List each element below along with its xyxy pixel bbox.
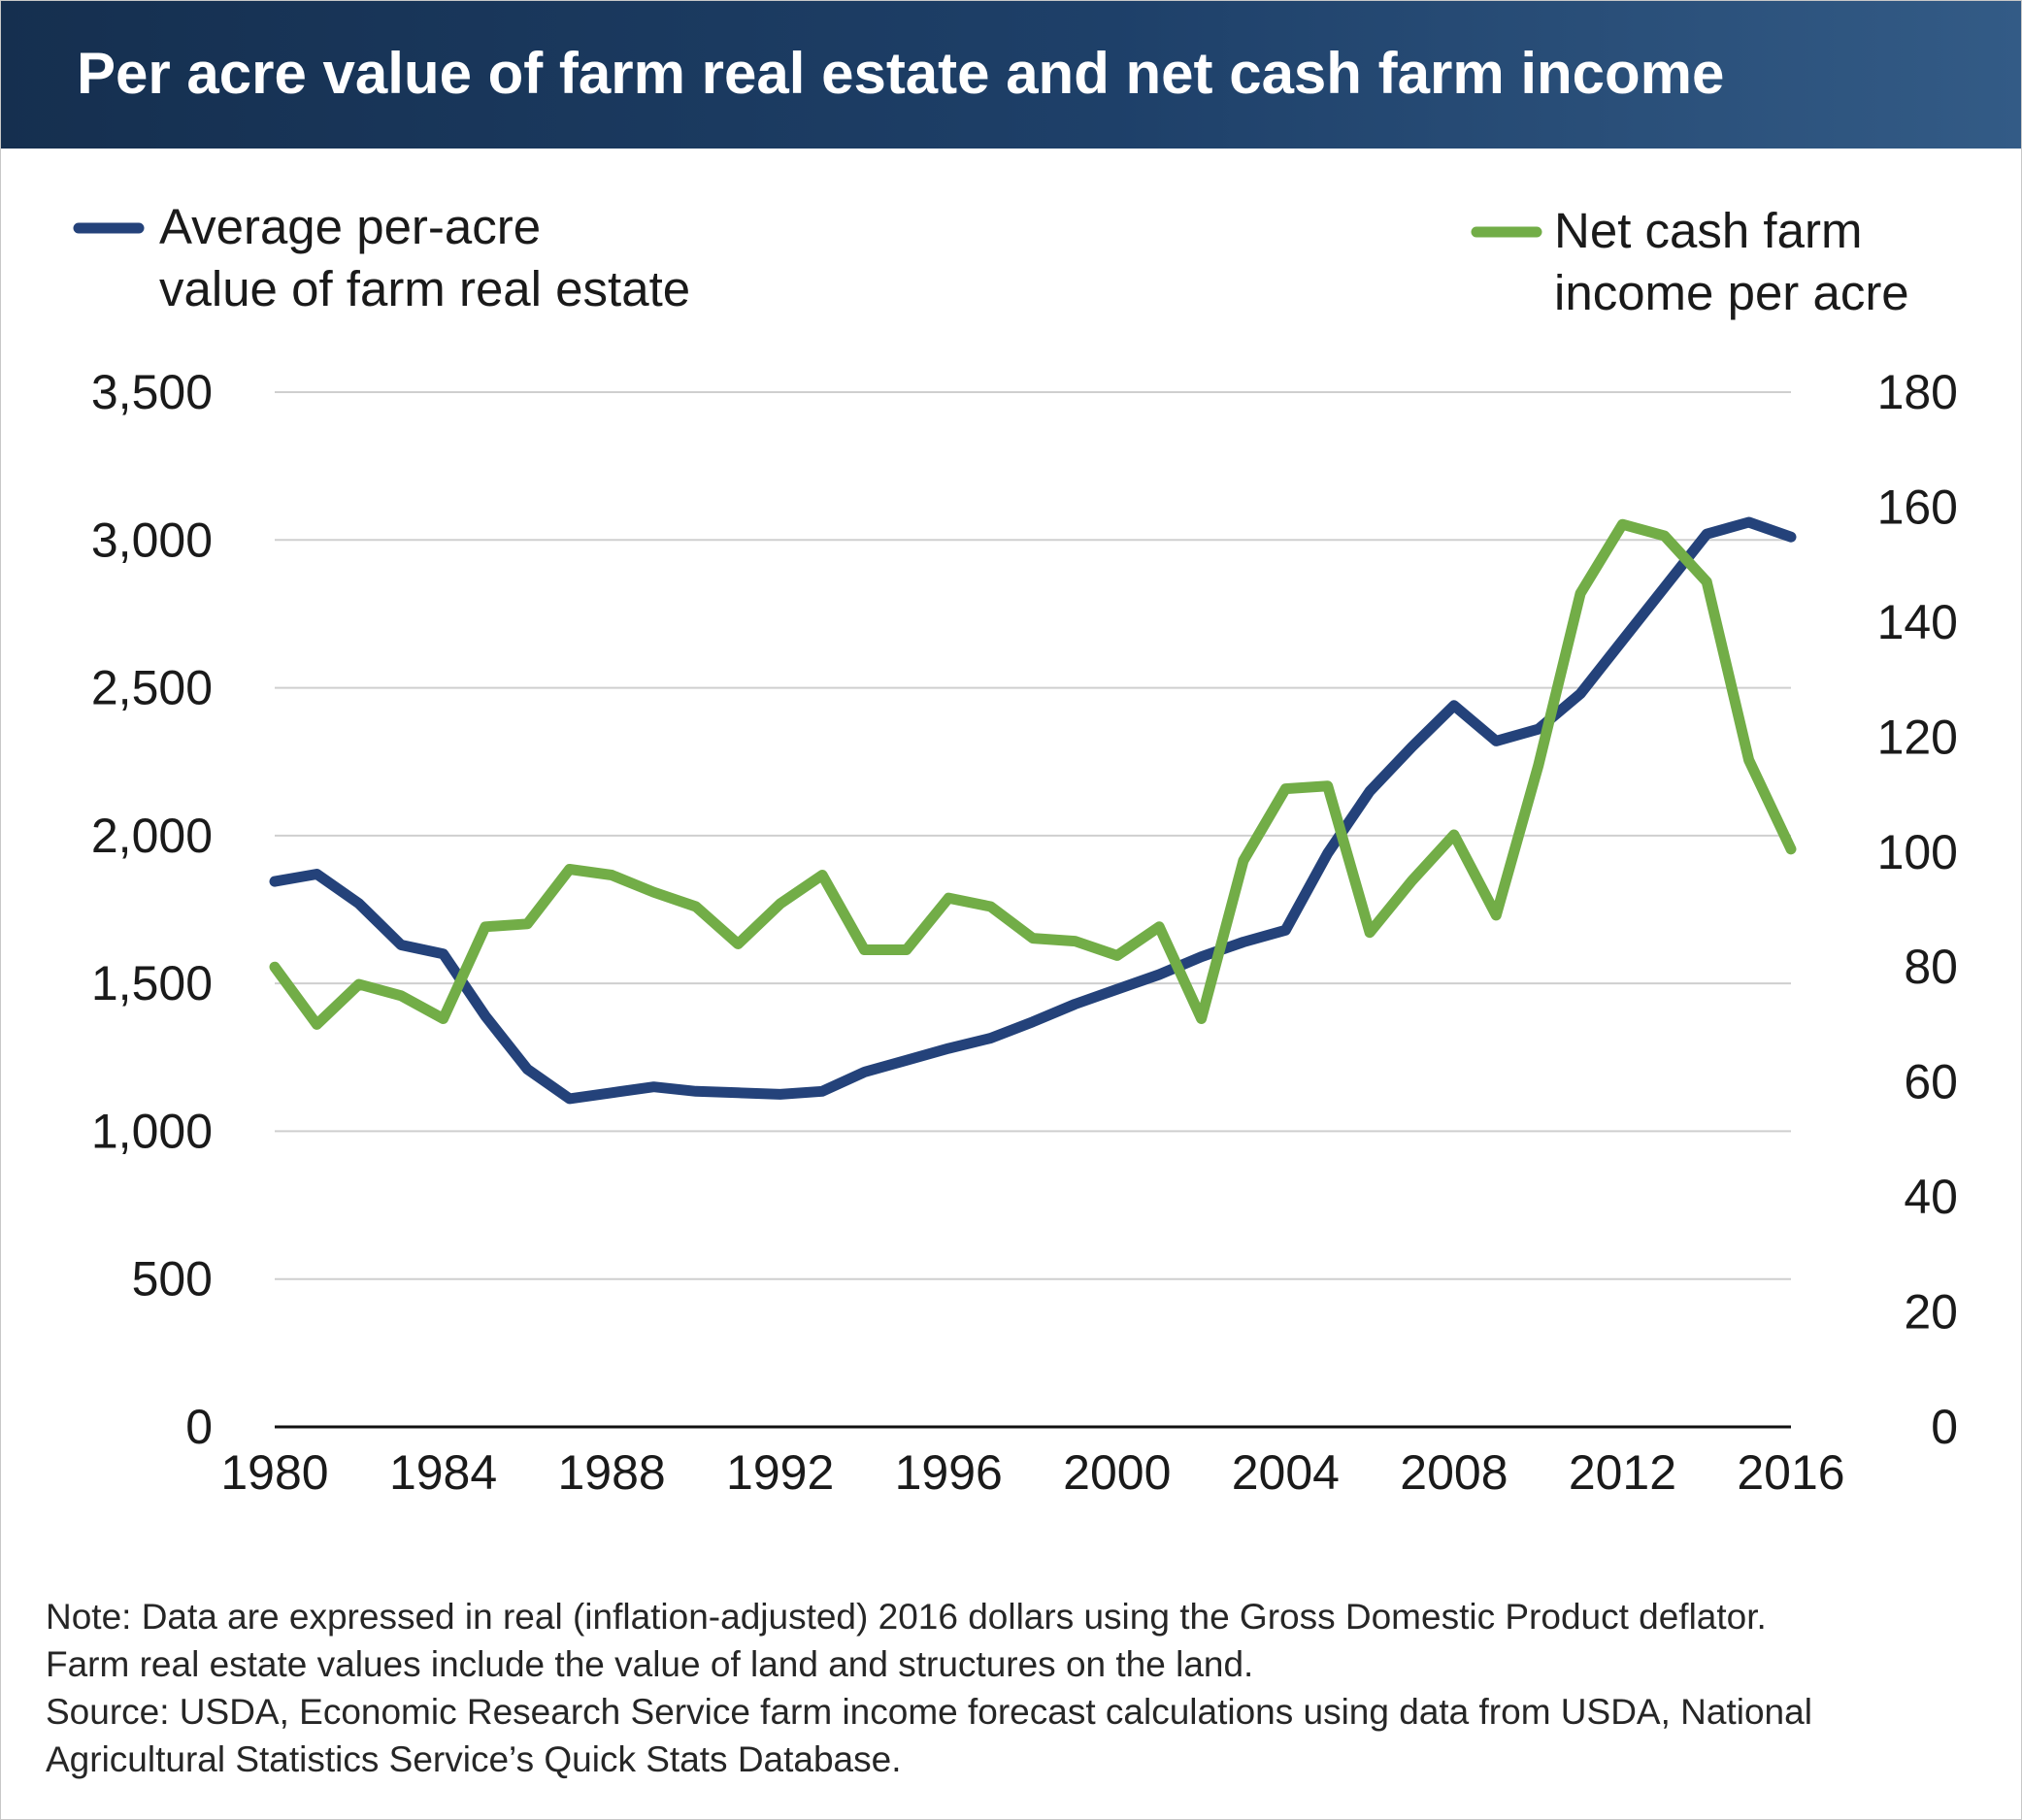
gridlines	[275, 391, 1791, 1429]
y-left-tick-label: 500	[132, 1252, 213, 1307]
y-left-tick-label: 1,000	[91, 1104, 213, 1158]
series-line-net-cash-income	[269, 518, 1797, 1030]
y-right-tick-label: 60	[1904, 1055, 1958, 1109]
x-tick-label: 1980	[220, 1445, 328, 1500]
source-line-1: Source: USDA, Economic Research Service …	[46, 1692, 1812, 1732]
y-right-tick-label: 20	[1904, 1285, 1958, 1340]
x-tick-label: 2008	[1400, 1445, 1508, 1500]
y-left-tick-label: 3,000	[91, 513, 213, 567]
x-tick-label: 2000	[1063, 1445, 1171, 1500]
y-right-tick-label: 80	[1904, 940, 1958, 994]
series-line-real-estate-value	[269, 516, 1797, 1105]
x-tick-label: 2004	[1232, 1445, 1340, 1500]
x-tick-label: 1988	[557, 1445, 665, 1500]
chart-title: Per acre value of farm real estate and n…	[77, 41, 1725, 106]
x-tick-label: 1984	[389, 1445, 497, 1500]
y-right-tick-label: 160	[1877, 480, 1958, 534]
y-right-tick-label: 120	[1877, 710, 1958, 764]
chart-area: Average per-acre value of farm real esta…	[73, 199, 1958, 1500]
legend-label-real-estate-line2: value of farm real estate	[159, 261, 690, 316]
y-right-tick-label: 180	[1877, 365, 1958, 419]
y-right-tick-label: 100	[1877, 825, 1958, 879]
x-tick-label: 1996	[895, 1445, 1003, 1500]
axis-labels: 0 500 1,000 1,500 2,000 2,500 3,000 3,500 0 20 40 6…	[91, 365, 1958, 1500]
x-tick-label: 2012	[1569, 1445, 1676, 1500]
y-left-tick-label: 0	[185, 1400, 213, 1454]
y-left-tick-label: 2,500	[91, 661, 213, 715]
y-right-tick-label: 140	[1877, 595, 1958, 649]
footnotes: Note: Data are expressed in real (inflat…	[46, 1593, 1987, 1783]
note-line-1: Note: Data are expressed in real (inflat…	[46, 1597, 1767, 1637]
source-line-2: Agricultural Statistics Service’s Quick …	[46, 1739, 902, 1779]
y-left-tick-label: 1,500	[91, 956, 213, 1010]
y-right-tick-label: 40	[1904, 1170, 1958, 1224]
series-lines	[269, 516, 1797, 1105]
legend-label-real-estate-line1: Average per-acre	[159, 199, 541, 254]
x-tick-label: 2016	[1737, 1445, 1844, 1500]
legend-label-net-cash-income-line2: income per acre	[1554, 265, 1909, 320]
legend: Average per-acre value of farm real esta…	[73, 199, 1909, 320]
legend-label-net-cash-income-line1: Net cash farm	[1554, 203, 1862, 258]
note-line-2: Farm real estate values include the valu…	[46, 1644, 1254, 1684]
y-right-tick-label: 0	[1931, 1400, 1958, 1454]
y-left-tick-label: 3,500	[91, 365, 213, 419]
x-tick-label: 1992	[726, 1445, 834, 1500]
title-banner: Per acre value of farm real estate and n…	[1, 1, 2021, 149]
y-left-tick-label: 2,000	[91, 809, 213, 863]
